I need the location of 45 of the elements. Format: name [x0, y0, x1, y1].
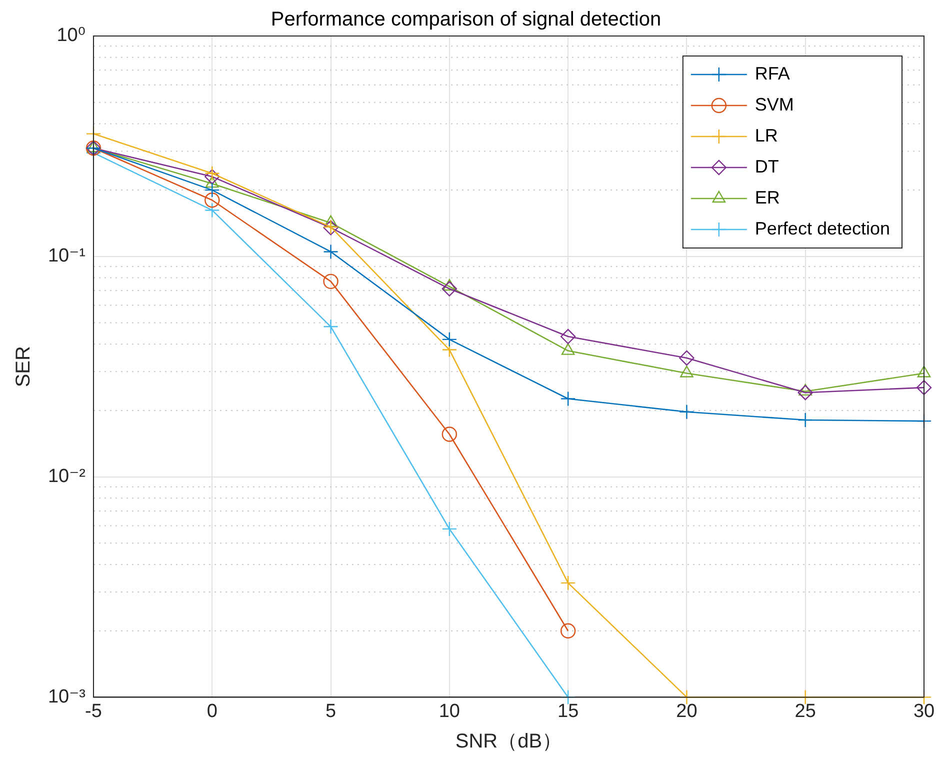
x-tick-label: 10: [438, 700, 460, 722]
point: [204, 192, 220, 208]
point: [560, 623, 576, 638]
point: [798, 690, 813, 705]
x-tick-label: 25: [794, 700, 816, 722]
legend-label: RFA: [754, 63, 790, 84]
y-tick-label: 10⁰: [56, 25, 86, 46]
legend-label: ER: [754, 187, 780, 208]
y-axis-title: SER: [12, 346, 35, 388]
point: [679, 350, 694, 366]
point: [323, 274, 338, 290]
point: [204, 182, 220, 198]
y-tick-label: 10⁻³: [48, 686, 86, 708]
x-tick-label: 30: [913, 700, 935, 722]
point: [560, 690, 576, 705]
point: [679, 404, 694, 420]
x-tick-label: 15: [557, 700, 579, 722]
point: [798, 412, 813, 428]
point: [204, 166, 220, 182]
point: [442, 521, 458, 537]
chart-title: Performance comparison of signal detection: [270, 8, 662, 31]
x-tick-label: 5: [325, 700, 336, 722]
point: [798, 385, 813, 400]
point: [442, 426, 458, 442]
point: [560, 328, 576, 344]
point: [560, 391, 576, 406]
legend-label: SVM: [754, 94, 794, 114]
legend-label: Perfect detection: [754, 218, 890, 238]
y-tick-label: 10⁻²: [48, 466, 86, 488]
point: [323, 244, 338, 260]
x-tick-label: -5: [85, 700, 102, 722]
x-tick-label: 0: [206, 700, 218, 722]
legend-label: LR: [754, 125, 778, 146]
x-tick-label: 20: [676, 700, 698, 722]
legend-label: DT: [754, 156, 779, 176]
point: [442, 281, 458, 296]
point: [204, 169, 220, 184]
x-axis-title: SNR（dB）: [455, 730, 562, 753]
point: [323, 319, 338, 334]
point: [560, 575, 576, 591]
point: [442, 332, 458, 348]
point: [204, 202, 220, 218]
point: [679, 690, 694, 705]
point: [916, 380, 932, 396]
y-tick-label: 10⁻¹: [48, 246, 86, 267]
